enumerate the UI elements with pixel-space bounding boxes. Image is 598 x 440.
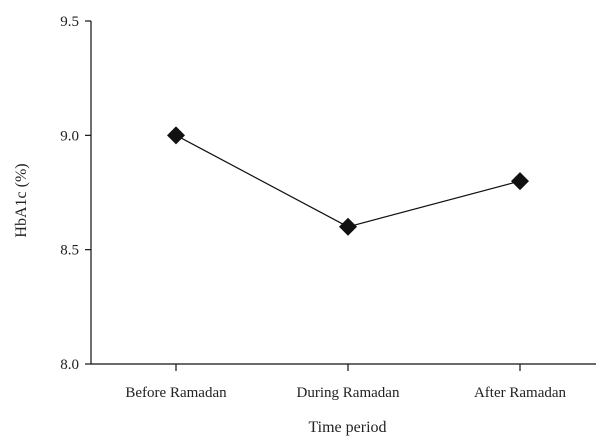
y-tick-label: 9.0 [60,128,79,144]
x-tick-label: During Ramadan [297,385,400,401]
x-tick-label: Before Ramadan [125,385,227,401]
series-line [175,134,521,228]
y-tick-label: 9.5 [60,14,79,30]
x-tick-label: After Ramadan [474,385,567,401]
data-point-diamond [339,217,357,236]
chart-axes [90,21,596,365]
y-ticks: 8.0 8.5 9.0 9.5 [60,14,91,373]
data-point-diamond [511,172,529,191]
x-ticks: Before Ramadan During Ramadan After Ramada… [125,364,567,401]
x-axis-label: Time period [308,419,386,436]
series-layer [167,126,529,236]
y-tick-label: 8.5 [60,243,79,259]
y-axis-label: HbA1c (%) [13,163,30,237]
y-tick-label: 8.0 [60,357,79,373]
data-point-diamond [167,126,185,145]
